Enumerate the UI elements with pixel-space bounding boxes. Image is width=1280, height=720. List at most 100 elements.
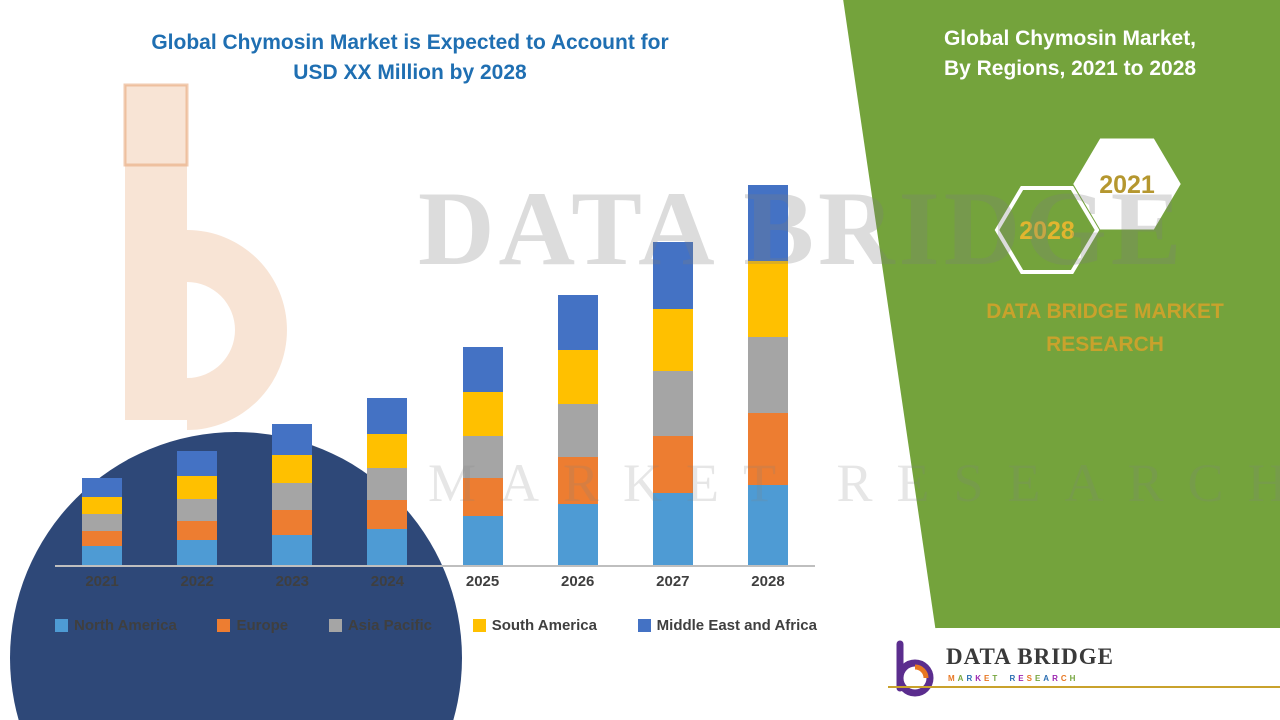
- legend-label-middle-east-and-africa: Middle East and Africa: [656, 617, 817, 634]
- bar-column-2027: [626, 178, 720, 565]
- bar-segment-middle-east-and-africa: [462, 346, 503, 393]
- hexagon-2028-label: 2028: [1019, 217, 1075, 245]
- bar-2028: [747, 185, 788, 565]
- bar-column-2022: [150, 178, 244, 565]
- x-axis-label-2027: 2027: [656, 573, 690, 590]
- bar-segment-asia-pacific: [652, 371, 693, 436]
- bar-segment-south-america: [462, 392, 503, 436]
- brand-text-line1: DATA BRIDGE MARKET: [986, 300, 1224, 323]
- bar-segment-asia-pacific: [272, 483, 313, 510]
- footer-subtitle-letter: C: [1060, 674, 1070, 683]
- side-panel-title: Global Chymosin Market, By Regions, 2021…: [900, 24, 1240, 85]
- bar-segment-north-america: [82, 546, 122, 565]
- side-panel-title-line1: Global Chymosin Market,: [943, 27, 1197, 50]
- x-axis-label-2028: 2028: [751, 573, 785, 590]
- bar-segment-north-america: [367, 528, 408, 565]
- bar-segment-europe: [367, 500, 408, 529]
- hexagon-2021: [1073, 138, 1181, 230]
- bar-segment-asia-pacific: [177, 498, 218, 522]
- bar-2022: [177, 451, 218, 565]
- brand-text-line2: RESEARCH: [1046, 332, 1164, 356]
- footer-logo-subtitle: MARKET RESEARCH: [948, 674, 1078, 683]
- legend-item-asia-pacific: Asia Pacific: [328, 617, 432, 634]
- footer-subtitle-letter: R: [1009, 674, 1019, 683]
- year-hexagons: 2021 2028: [994, 138, 1181, 274]
- legend-item-north-america: North America: [55, 617, 177, 634]
- bar-2024: [367, 397, 408, 565]
- legend-label-europe: Europe: [236, 617, 289, 634]
- bar-segment-middle-east-and-africa: [557, 295, 598, 351]
- footer-subtitle-letter: E: [984, 674, 993, 683]
- bar-segment-europe: [652, 435, 693, 493]
- footer-subtitle-letter: S: [1026, 674, 1035, 683]
- bar-column-2025: [436, 178, 530, 565]
- bar-2025: [462, 346, 503, 565]
- footer-subtitle-letter: M: [948, 674, 958, 683]
- side-panel-title-line2: By Regions, 2021 to 2028: [943, 57, 1197, 81]
- bar-segment-north-america: [652, 492, 693, 565]
- footer-subtitle-letter: H: [1069, 674, 1079, 683]
- data-bridge-logo-icon: [896, 640, 934, 697]
- legend-swatch-asia-pacific: [328, 619, 342, 632]
- legend-swatch-middle-east-and-africa: [637, 619, 651, 632]
- footer-logo-wordmark: DATA BRIDGE: [946, 644, 1114, 669]
- bar-segment-south-america: [557, 350, 598, 404]
- bar-segment-europe: [272, 509, 313, 535]
- bar-2027: [652, 242, 693, 565]
- legend-swatch-south-america: [472, 619, 486, 632]
- bar-segment-asia-pacific: [82, 513, 122, 531]
- legend-item-south-america: South America: [472, 617, 597, 634]
- bar-segment-north-america: [177, 540, 218, 565]
- bar-column-2024: [340, 178, 434, 565]
- bar-column-2026: [531, 178, 625, 565]
- bar-segment-asia-pacific: [747, 337, 788, 414]
- bar-column-2023: [245, 178, 339, 565]
- bar-column-2021: [55, 178, 149, 565]
- hexagon-2021-label: 2021: [1099, 171, 1155, 199]
- x-axis-label-2021: 2021: [85, 573, 119, 590]
- legend-label-south-america: South America: [491, 617, 597, 634]
- x-axis: 2021 2022 2023 2024 2025 2026 2027 2028: [55, 573, 815, 590]
- bar-segment-north-america: [462, 515, 503, 565]
- bar-segment-europe: [557, 456, 598, 505]
- bar-segment-south-america: [177, 475, 218, 499]
- chart-title: Global Chymosin Market is Expected to Ac…: [120, 28, 700, 89]
- bar-segment-asia-pacific: [367, 468, 408, 501]
- x-axis-label-2023: 2023: [275, 573, 309, 590]
- footer-subtitle-letter: T: [992, 674, 1001, 683]
- bar-segment-middle-east-and-africa: [367, 397, 408, 434]
- side-panel: Global Chymosin Market, By Regions, 2021…: [843, 0, 1280, 720]
- bar-segment-south-america: [747, 261, 788, 338]
- legend-label-north-america: North America: [74, 617, 177, 634]
- bar-segment-middle-east-and-africa: [272, 424, 313, 455]
- bar-segment-north-america: [747, 485, 788, 565]
- bar-segment-south-america: [652, 308, 693, 372]
- bar-segment-south-america: [82, 496, 122, 514]
- bar-segment-asia-pacific: [462, 435, 503, 478]
- footer-subtitle-letter: K: [975, 674, 985, 683]
- footer-gold-line: [888, 686, 1280, 688]
- footer-subtitle-letter: A: [1043, 674, 1053, 683]
- x-axis-label-2022: 2022: [180, 573, 214, 590]
- bar-segment-north-america: [272, 534, 313, 565]
- bar-segment-asia-pacific: [557, 403, 598, 457]
- legend-item-middle-east-and-africa: Middle East and Africa: [637, 617, 817, 634]
- bar-segment-south-america: [272, 454, 313, 484]
- x-axis-label-2026: 2026: [561, 573, 595, 590]
- footer-subtitle-letter: R: [966, 674, 976, 683]
- legend-item-europe: Europe: [217, 617, 288, 634]
- bar-segment-europe: [177, 521, 218, 541]
- legend-swatch-north-america: [55, 619, 68, 632]
- brand-text: DATA BRIDGE MARKET RESEARCH: [940, 296, 1270, 361]
- bar-2021: [82, 477, 122, 565]
- legend: North America Europe Asia Pacific South Ame…: [55, 617, 817, 634]
- bar-segment-europe: [462, 477, 503, 516]
- bar-2026: [557, 295, 598, 565]
- plot-area: [55, 178, 815, 567]
- chart-title-line1: Global Chymosin Market is Expected to Ac…: [151, 31, 669, 54]
- bar-segment-north-america: [557, 504, 598, 565]
- bar-segment-europe: [82, 530, 122, 546]
- footer-subtitle-letter: R: [1052, 674, 1061, 683]
- bar-segment-middle-east-and-africa: [177, 451, 218, 476]
- footer-logo-area: DATA BRIDGE MARKET RESEARCH: [868, 628, 1280, 720]
